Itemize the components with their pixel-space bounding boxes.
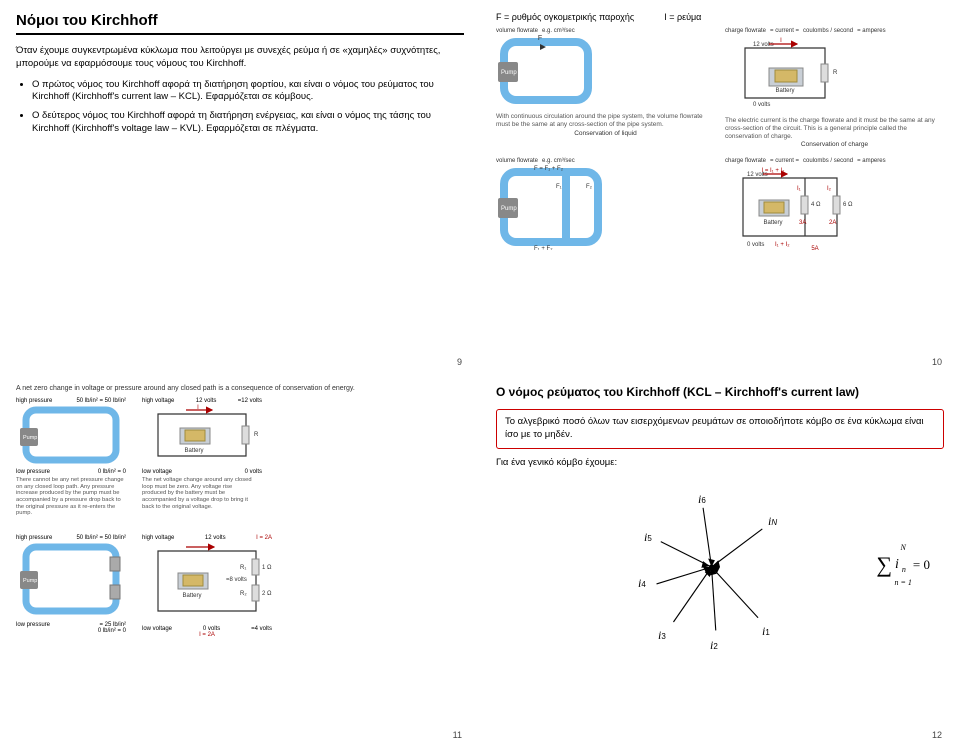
kcl-sum-equation: N ∑ i n = 0 n = 1 — [876, 543, 930, 587]
svg-text:Battery: Battery — [182, 593, 201, 599]
s11-pair-1: high pressure 50 lb/in² = 50 lb/in² Pump… — [16, 398, 464, 517]
svg-text:Battery: Battery — [763, 220, 782, 226]
label-i6: i6 — [698, 492, 706, 507]
cons-charge: Conservation of charge — [725, 141, 944, 148]
page-number: 10 — [932, 357, 942, 367]
label-i3: i3 — [658, 628, 666, 643]
svg-text:Pump: Pump — [501, 70, 517, 76]
analogy-row-2: volume flowrate e.g. cm³/sec Pump F = F₁… — [496, 158, 944, 257]
svg-text:2A: 2A — [829, 220, 836, 226]
label-i2: i2 — [710, 638, 718, 653]
cons-liquid: Conservation of liquid — [496, 130, 715, 137]
svg-text:Pump: Pump — [23, 578, 37, 584]
circuit-analogy-1: charge flowrate = current = coulombs / s… — [725, 28, 944, 148]
svg-text:Battery: Battery — [775, 88, 794, 94]
intro-paragraph: Όταν έχουμε συγκεντρωμένα κύκλωμα που λε… — [16, 45, 464, 71]
s11-circ-2: high voltage 12 volts I = 2A Battery R₁ … — [142, 535, 272, 638]
circuit-split-svg: Battery 12 volts 0 volts I = I₁ + I₂ I₁ … — [725, 164, 855, 254]
legend-f: F = ρυθμός ογκομετρικής παροχής — [496, 12, 634, 22]
svg-text:R: R — [254, 432, 259, 438]
svg-text:F = F₁ + F₂: F = F₁ + F₂ — [534, 166, 564, 172]
kcl-title: Ο νόμος ρεύματος του Kirchhoff (KCL – Ki… — [496, 385, 944, 399]
label-i1: i1 — [762, 624, 770, 639]
pump-loop-svg: Pump F — [496, 34, 596, 108]
s11-circ-1: high voltage 12 volts =12 volts Battery … — [142, 398, 262, 510]
svg-text:R: R — [833, 70, 838, 76]
liquid-caption: With continuous circulation around the p… — [496, 113, 715, 129]
svg-text:F: F — [538, 35, 542, 42]
svg-text:I₁ + I₂: I₁ + I₂ — [775, 242, 790, 248]
legend: F = ρυθμός ογκομετρικής παροχής I = ρεύμ… — [496, 12, 944, 22]
label-iN: iN — [768, 514, 777, 529]
slide-11: A net zero change in voltage or pressure… — [0, 373, 480, 746]
svg-text:0 volts: 0 volts — [747, 242, 764, 248]
kcl-box: Το αλγεβρικό ποσό όλων των εισερχόμενων … — [496, 409, 944, 449]
svg-text:6 Ω: 6 Ω — [843, 202, 853, 208]
svg-text:=8 volts: =8 volts — [226, 577, 247, 583]
kcl-node-diagram: i5 i6 iN i4 i3 i2 i1 — [610, 482, 830, 652]
s11-cap-circ: The net voltage change around any closed… — [142, 477, 252, 510]
amp: = amperes — [857, 28, 886, 34]
bullet-kcl: Ο πρώτος νόμος του Kirchhoff αφορά τη δι… — [32, 79, 464, 105]
pump-split-svg: Pump F = F₁ + F₂ F₁ F₂ F₁ + F₂ — [496, 164, 606, 250]
s11-diagrams: high pressure 50 lb/in² = 50 lb/in² Pump… — [16, 398, 464, 638]
bullet-list: Ο πρώτος νόμος του Kirchhoff αφορά τη δι… — [16, 79, 464, 136]
legend-i: I = ρεύμα — [664, 12, 701, 22]
s11-pair-2: high pressure 50 lb/in² = 50 lb/in² Pump… — [16, 535, 464, 638]
svg-text:12 volts: 12 volts — [753, 42, 774, 48]
slide-12: Ο νόμος ρεύματος του Kirchhoff (KCL – Ki… — [480, 373, 960, 746]
svg-text:I₂: I₂ — [827, 186, 832, 192]
page-number: 12 — [932, 730, 942, 740]
svg-text:R₂: R₂ — [240, 591, 247, 597]
s11-pump-2: high pressure 50 lb/in² = 50 lb/in² Pump… — [16, 535, 126, 634]
svg-text:Battery: Battery — [184, 448, 203, 454]
label-i4: i4 — [638, 576, 646, 591]
s11-pump-1: high pressure 50 lb/in² = 50 lb/in² Pump… — [16, 398, 126, 517]
svg-text:I = I₁ + I₂: I = I₁ + I₂ — [761, 168, 785, 174]
s11-header: A net zero change in voltage or pressure… — [16, 385, 464, 392]
elec-caption: The electric current is the charge flowr… — [725, 117, 944, 140]
svg-text:1 Ω: 1 Ω — [262, 565, 272, 571]
svg-text:I: I — [780, 38, 782, 44]
svg-text:0 volts: 0 volts — [753, 102, 770, 108]
bullet-kvl: Ο δεύτερος νόμος του Kirchhoff αφορά τη … — [32, 110, 464, 136]
slide-title: Νόμοι του Kirchhoff — [16, 12, 464, 35]
svg-text:Pump: Pump — [23, 435, 37, 441]
s11-cap-pump: There cannot be any net pressure change … — [16, 477, 126, 517]
svg-text:R₁: R₁ — [240, 565, 246, 571]
label-i5: i5 — [644, 530, 652, 545]
kcl-plain: Για ένα γενικό κόμβο έχουμε: — [496, 457, 944, 468]
svg-text:Pump: Pump — [501, 206, 517, 212]
svg-text:F₁: F₁ — [556, 184, 562, 190]
analogy-row-1: volume flowrate e.g. cm³/sec Pump F With… — [496, 28, 944, 148]
svg-text:I₁: I₁ — [797, 186, 801, 192]
svg-text:3A: 3A — [799, 220, 806, 226]
pump-analogy-1: volume flowrate e.g. cm³/sec Pump F With… — [496, 28, 715, 148]
page-number: 9 — [457, 357, 462, 367]
circuit-svg-1: Battery R 12 volts 0 volts I — [725, 34, 845, 112]
svg-text:2 Ω: 2 Ω — [262, 591, 272, 597]
pump-analogy-2: volume flowrate e.g. cm³/sec Pump F = F₁… — [496, 158, 715, 257]
svg-text:F₁ + F₂: F₁ + F₂ — [534, 246, 553, 250]
svg-text:F₂: F₂ — [586, 184, 593, 190]
svg-text:4 Ω: 4 Ω — [811, 202, 821, 208]
slide-9: Νόμοι του Kirchhoff Όταν έχουμε συγκεντρ… — [0, 0, 480, 373]
svg-text:5A: 5A — [811, 246, 818, 252]
page-number: 11 — [453, 730, 462, 740]
circuit-analogy-2: charge flowrate = current = coulombs / s… — [725, 158, 944, 257]
slide-10: F = ρυθμός ογκομετρικής παροχής I = ρεύμ… — [480, 0, 960, 373]
